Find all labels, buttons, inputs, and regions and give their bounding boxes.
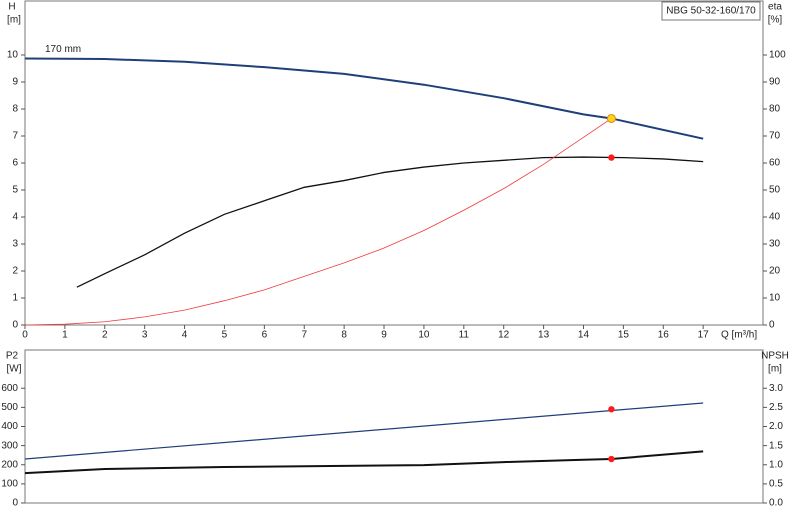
x-tick-label: 12 [498, 330, 510, 341]
operating-point [608, 154, 615, 161]
x-tick-label: 5 [222, 330, 228, 341]
y-tick-label: 4 [12, 212, 18, 223]
y-tick-label: 200 [1, 459, 18, 470]
y2-tick-label: 80 [769, 104, 781, 115]
x-tick-label: 9 [381, 330, 387, 341]
y-axis-unit: [W] [7, 364, 22, 375]
x-tick-label: 6 [262, 330, 268, 341]
y2-tick-label: 90 [769, 77, 781, 88]
y-tick-label: 5 [12, 185, 18, 196]
y2-tick-label: 70 [769, 131, 781, 142]
curve-label: 170 mm [45, 44, 81, 55]
y-tick-label: 600 [1, 383, 18, 394]
y2-axis-unit: [m] [768, 364, 782, 375]
x-tick-label: 15 [618, 330, 630, 341]
x-tick-label: 14 [578, 330, 590, 341]
chart-title: NBG 50-32-160/170 [666, 6, 756, 17]
y-tick-label: 8 [12, 104, 18, 115]
curve [24, 402, 704, 460]
y2-tick-label: 0 [769, 320, 775, 331]
x-tick-label: 4 [182, 330, 188, 341]
y2-tick-label: 2.5 [769, 402, 783, 413]
operating-point [608, 455, 615, 463]
y2-tick-label: 1.5 [769, 440, 783, 451]
operating-point [606, 113, 616, 123]
x-tick-label: 10 [418, 330, 430, 341]
x-tick-label: 17 [698, 330, 710, 341]
y2-tick-label: 40 [769, 212, 781, 223]
y2-tick-label: 1.0 [769, 459, 783, 470]
y2-tick-label: 10 [769, 293, 781, 304]
x-tick-label: 13 [538, 330, 550, 341]
curve [76, 156, 704, 288]
x-tick-label: 7 [301, 330, 307, 341]
y-tick-label: 10 [7, 50, 19, 61]
x-tick-label: 2 [102, 330, 108, 341]
y2-tick-label: 0.0 [769, 498, 783, 509]
curve [24, 57, 704, 140]
y2-tick-label: 100 [769, 50, 786, 61]
x-tick-label: 1 [62, 330, 68, 341]
y2-tick-label: 2.0 [769, 421, 783, 432]
y-tick-label: 9 [12, 77, 18, 88]
y-tick-label: 3 [12, 239, 18, 250]
title-box [661, 1, 761, 21]
x-tick-label: 11 [459, 330, 470, 341]
y2-tick-label: 50 [769, 185, 781, 196]
curve [24, 118, 612, 326]
x-axis-label: Q [m³/h] [721, 330, 757, 341]
y2-axis-unit: [%] [768, 15, 783, 26]
curve [24, 450, 704, 475]
x-tick-label: 3 [142, 330, 148, 341]
y-tick-label: 0 [12, 320, 18, 331]
x-tick-label: 0 [22, 330, 28, 341]
y2-axis-label: eta [768, 2, 782, 13]
y-tick-label: 1 [12, 293, 18, 304]
y-axis-unit: [m] [7, 15, 21, 26]
y-tick-label: 2 [12, 266, 18, 277]
y2-tick-label: 3.0 [769, 383, 783, 394]
y-tick-label: 300 [1, 440, 18, 451]
y-tick-label: 100 [1, 479, 18, 490]
operating-point [608, 406, 615, 413]
x-tick-label: 16 [658, 330, 670, 341]
y-tick-label: 7 [12, 131, 18, 142]
x-tick-label: 8 [341, 330, 347, 341]
y-tick-label: 500 [1, 402, 18, 413]
y2-tick-label: 0.5 [769, 479, 783, 490]
y-tick-label: 6 [12, 158, 18, 169]
y2-tick-label: 60 [769, 158, 781, 169]
y2-tick-label: 20 [769, 266, 781, 277]
y-axis-label: H [8, 2, 15, 13]
y2-tick-label: 30 [769, 239, 781, 250]
y-tick-label: 400 [1, 421, 18, 432]
y-tick-label: 0 [12, 498, 18, 509]
y-axis-label: P2 [6, 351, 19, 362]
y2-axis-label: NPSH [761, 351, 789, 362]
